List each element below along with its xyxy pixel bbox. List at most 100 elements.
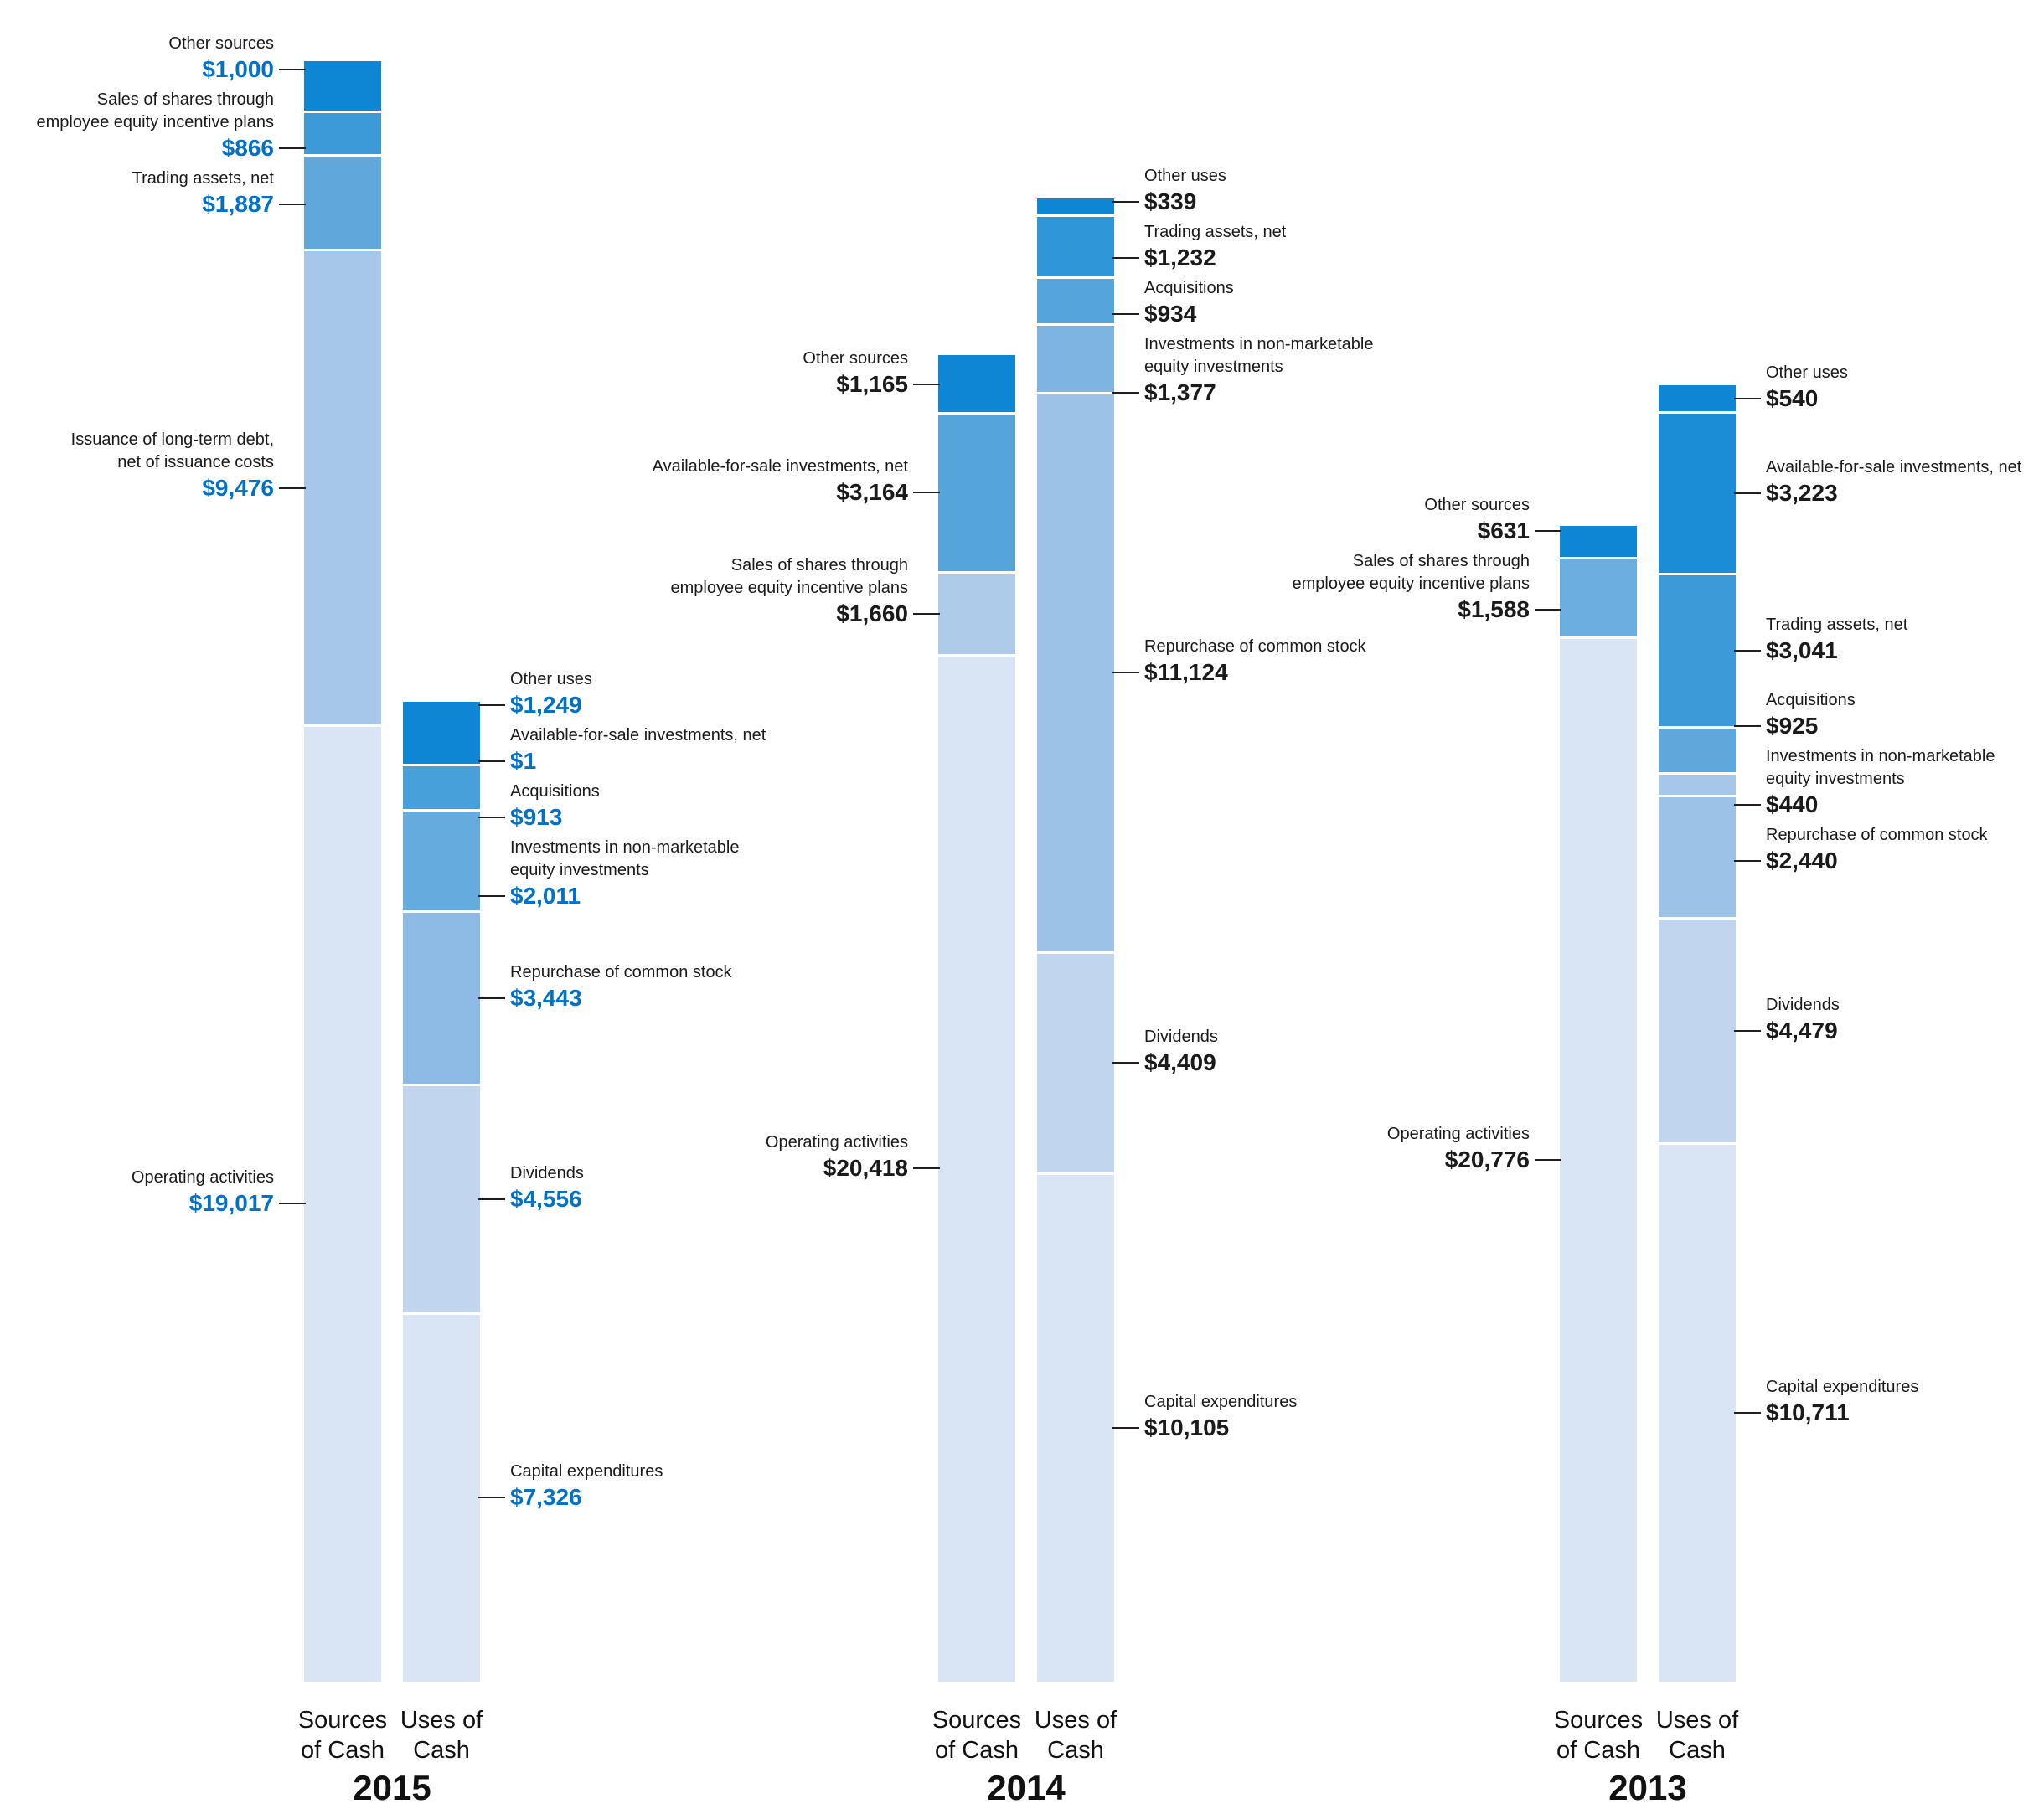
segment-name: Available-for-sale investments, net (1766, 458, 2022, 477)
segment-name: Dividends (510, 1163, 584, 1183)
axis-label-line: Uses of (1655, 1707, 1739, 1734)
segment-issuance-of-long-term-debt-net-of-issuance-costs (304, 250, 381, 726)
segment-value: $1,377 (1144, 379, 1216, 405)
axis-label-line: of Cash (301, 1737, 385, 1764)
segment-label: Investments in non-marketable equity inve… (1144, 333, 1373, 407)
segment-separator (403, 910, 480, 913)
leader-line (1535, 529, 1561, 532)
segment-value: $339 (1144, 188, 1197, 214)
segment-separator (1659, 917, 1736, 920)
segment-capital-expenditures (403, 1313, 480, 1682)
segment-label: Other uses $1,249 (510, 668, 592, 719)
segment-investments-in-non-marketable-equity-investments (403, 810, 480, 912)
axis-label-line: Sources (297, 1707, 388, 1734)
axis-label-line: of Cash (1556, 1737, 1640, 1764)
segment-value: $1,165 (836, 370, 908, 397)
segment-other-sources (938, 354, 1015, 414)
leader-line (478, 817, 505, 819)
segment-value: $1,588 (1458, 595, 1530, 622)
segment-label: Sales of shares through employee equity i… (670, 554, 908, 628)
segment-operating-activities (938, 655, 1015, 1682)
leader-line (1734, 1411, 1761, 1414)
segment-name: Operating activities (765, 1133, 908, 1152)
segment-name: Sales of shares through (730, 556, 908, 575)
segment-trading-assets-net (304, 155, 381, 250)
segment-name: Dividends (1766, 995, 1840, 1014)
segment-name: employee equity incentive plans (1292, 574, 1530, 593)
segment-investments-in-non-marketable-equity-investments (1037, 324, 1114, 394)
segment-name: Acquisitions (510, 782, 600, 801)
segment-available-for-sale-investments-net (1659, 412, 1736, 575)
segment-name: equity investments (510, 861, 649, 880)
segment-operating-activities (1560, 637, 1637, 1682)
axis-label-uses: Uses of Cash (992, 1705, 1159, 1765)
leader-line (1112, 1426, 1139, 1429)
leader-line (279, 147, 306, 150)
segment-label: Investments in non-marketable equity inve… (510, 837, 739, 910)
segment-name: Other sources (168, 34, 274, 54)
segment-name: Capital expenditures (1144, 1392, 1298, 1411)
segment-name: Investments in non-marketable (1766, 747, 1995, 766)
segment-label: Capital expenditures $7,326 (510, 1461, 663, 1512)
axis-label-sources: Sources of Cash (259, 1705, 426, 1765)
segment-name: Investments in non-marketable (510, 838, 740, 858)
segment-dividends (1037, 952, 1114, 1174)
segment-value: $10,711 (1766, 1399, 1850, 1425)
segment-separator (403, 1083, 480, 1086)
segment-label: Dividends $4,409 (1144, 1026, 1218, 1077)
segment-value: $2,011 (510, 883, 581, 910)
leader-line (1734, 804, 1761, 806)
segment-other-sources (304, 61, 381, 112)
segment-value: $3,223 (1766, 480, 1838, 507)
segment-name: Repurchase of common stock (1766, 826, 1988, 845)
segment-name: Other uses (510, 670, 592, 689)
segment-name: Operating activities (131, 1168, 274, 1188)
segment-label: Trading assets, net $1,887 (132, 167, 274, 219)
segment-separator (304, 110, 381, 113)
segment-separator (1659, 794, 1736, 797)
segment-value: $19,017 (188, 1190, 274, 1217)
segment-separator (304, 248, 381, 251)
axis-label-line: Uses of (1034, 1707, 1117, 1734)
segment-name: Repurchase of common stock (1144, 637, 1366, 657)
segment-sales-of-shares-through-employee-equity-incentive-plans (938, 572, 1015, 656)
segment-name: Other sources (1424, 495, 1530, 514)
segment-separator (938, 411, 1015, 415)
axis-label-sources: Sources of Cash (893, 1705, 1061, 1765)
segment-separator (1037, 322, 1114, 326)
segment-other-uses (1037, 198, 1114, 216)
leader-line (478, 1198, 505, 1200)
leader-line (478, 760, 505, 763)
segment-label: Available-for-sale investments, net $3,22… (1766, 456, 2021, 508)
leader-line (1734, 650, 1761, 652)
segment-value: $934 (1144, 300, 1197, 327)
segment-name: Trading assets, net (132, 169, 274, 188)
segment-value: $866 (221, 135, 274, 162)
segment-label: Other uses $339 (1144, 165, 1226, 216)
segment-dividends (1659, 918, 1736, 1144)
axis-label-line: Cash (1047, 1737, 1104, 1764)
segment-label: Repurchase of common stock $2,440 (1766, 824, 1988, 875)
segment-name: Issuance of long-term debt, (70, 430, 274, 449)
segment-name: employee equity incentive plans (36, 113, 274, 132)
segment-value: $1 (510, 748, 537, 775)
axis-label-line: Uses of (400, 1707, 483, 1734)
segment-label: Available-for-sale investments, net $3,16… (653, 456, 908, 507)
segment-label: Dividends $4,479 (1766, 994, 1840, 1045)
segment-name: Acquisitions (1144, 278, 1234, 297)
segment-label: Trading assets, net $1,232 (1144, 221, 1286, 272)
segment-value: $1,249 (510, 692, 582, 719)
segment-name: net of issuance costs (117, 452, 274, 471)
leader-line (1535, 1158, 1561, 1161)
segment-other-uses (403, 702, 480, 765)
segment-repurchase-of-common-stock (1659, 796, 1736, 919)
segment-value: $1,887 (202, 191, 274, 218)
segment-separator (304, 153, 381, 157)
leader-line (1734, 860, 1761, 863)
axis-label-line: Cash (413, 1737, 470, 1764)
segment-name: Acquisitions (1766, 691, 1856, 710)
segment-separator (403, 809, 480, 812)
segment-label: Operating activities $20,418 (766, 1131, 908, 1183)
segment-value: $3,164 (836, 479, 908, 506)
